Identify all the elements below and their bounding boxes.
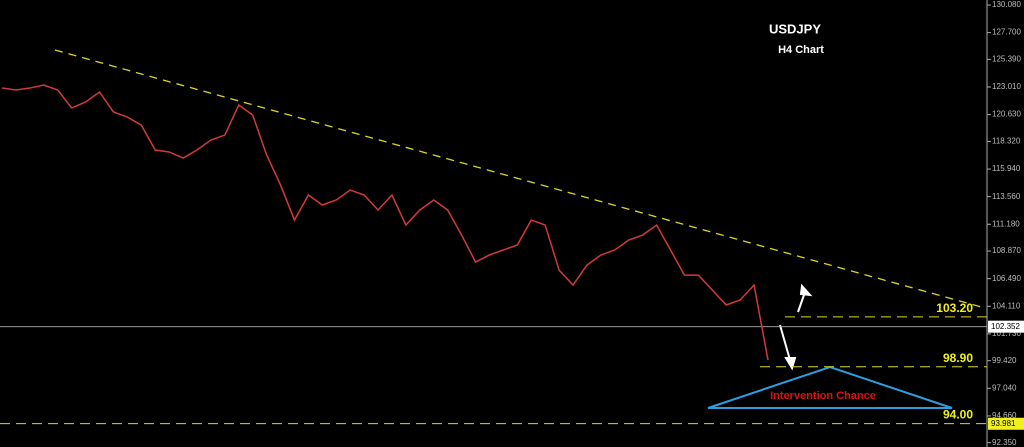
price-box — [988, 320, 1024, 333]
y-tick-label: 108.870 — [992, 246, 1021, 255]
level-label: 94.00 — [943, 408, 973, 422]
y-tick-label: 130.080 — [992, 0, 1021, 9]
price-label: 93.981 — [991, 419, 1016, 428]
y-tick-label: 106.490 — [992, 274, 1021, 283]
chart-title: USDJPY — [769, 21, 821, 36]
y-tick-label: 120.630 — [992, 110, 1021, 119]
annotation: Intervention Chance — [770, 390, 876, 402]
level-label: 98.90 — [943, 351, 973, 365]
arrows — [779, 283, 813, 371]
trendline — [54, 49, 986, 309]
y-tick-label: 127.700 — [992, 28, 1021, 37]
price-box — [988, 417, 1024, 430]
y-tick-label: 111.180 — [992, 219, 1020, 228]
y-tick-label: 125.390 — [992, 55, 1021, 64]
price-label: 102.352 — [991, 322, 1020, 331]
y-tick-label: 115.940 — [992, 164, 1021, 173]
y-tick-label: 99.420 — [992, 356, 1017, 365]
level-label: 103.20 — [936, 301, 973, 315]
y-tick-label: 97.040 — [992, 383, 1017, 392]
price-line-series — [1, 84, 769, 361]
y-tick-label: 118.320 — [992, 137, 1021, 146]
y-tick-label: 113.560 — [992, 192, 1021, 201]
triangle — [707, 365, 953, 409]
y-tick-label: 104.110 — [992, 301, 1021, 310]
chart-subtitle: H4 Chart — [778, 44, 824, 56]
y-tick-label: 92.350 — [992, 438, 1017, 447]
y-tick-label: 94.660 — [992, 411, 1017, 420]
y-tick-label: 101.730 — [992, 329, 1021, 338]
y-tick-label: 123.010 — [992, 82, 1021, 91]
